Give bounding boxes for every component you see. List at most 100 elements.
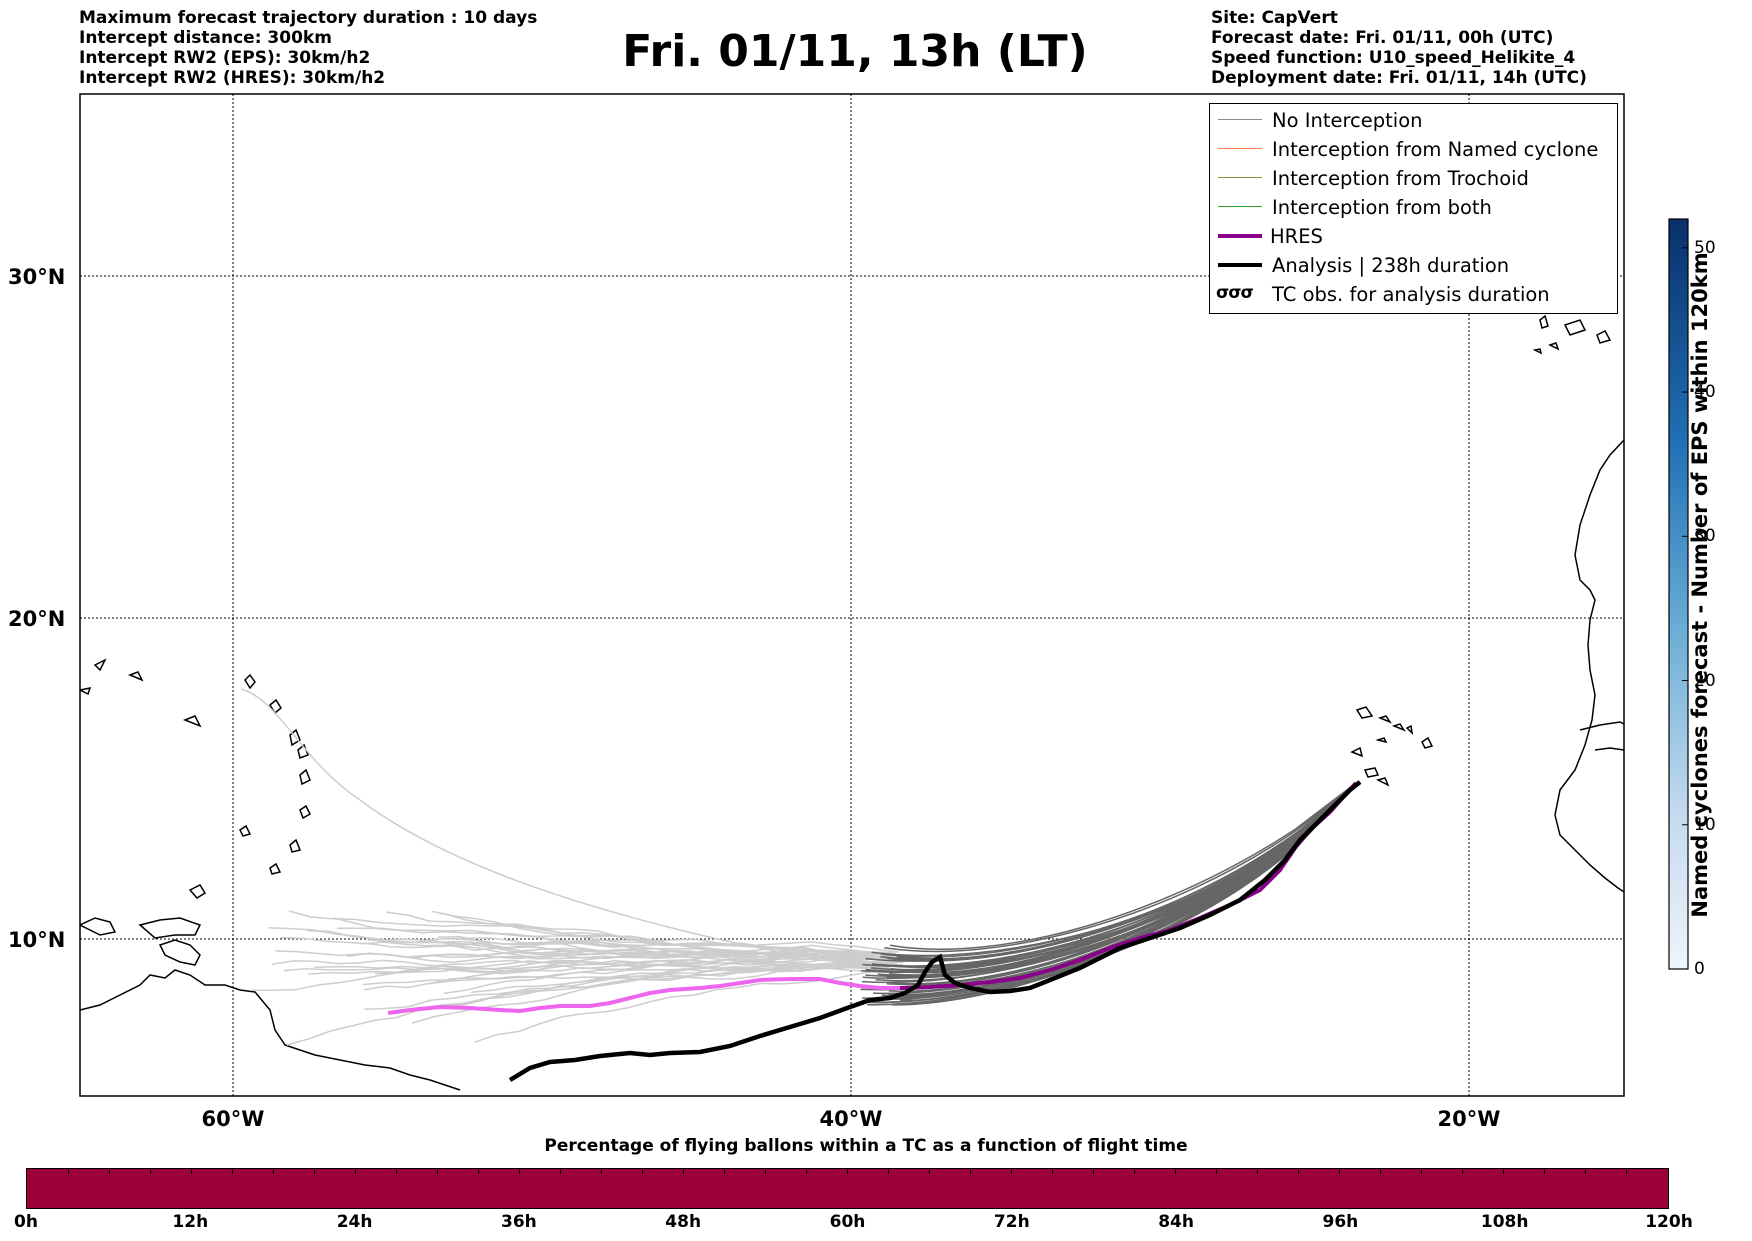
- eps-trajectory: [367, 939, 896, 959]
- header-right-info: Site: CapVert Forecast date: Fri. 01/11,…: [1211, 8, 1587, 88]
- bottom-colorbar-minor-tick: [1052, 1169, 1053, 1174]
- legend-label: Interception from both: [1272, 196, 1492, 219]
- bottom-colorbar-minor-tick: [1257, 1169, 1258, 1174]
- right-colorbar-tick-label: 0: [1694, 959, 1705, 979]
- hres-trajectory-early: [387, 977, 900, 1015]
- lon-label-40w: 40°W: [820, 1107, 883, 1131]
- header-left-info: Maximum forecast trajectory duration : 1…: [79, 8, 537, 88]
- bottom-colorbar-minor-tick: [1503, 1169, 1504, 1174]
- bottom-colorbar-minor-tick: [437, 1169, 438, 1174]
- bottom-colorbar-minor-tick: [68, 1169, 69, 1174]
- header-right-line: Forecast date: Fri. 01/11, 00h (UTC): [1211, 28, 1554, 48]
- lat-label-30: 30°N: [8, 265, 65, 289]
- right-colorbar: [1668, 218, 1689, 970]
- eps-trajectory: [887, 782, 1357, 962]
- header-left-line: Intercept RW2 (EPS): 30km/h2: [79, 48, 371, 68]
- bottom-colorbar-tick-label: 96h: [1322, 1212, 1359, 1232]
- lon-label-20w: 20°W: [1438, 1107, 1501, 1131]
- eps-trajectory: [889, 782, 1357, 950]
- bottom-colorbar-tick-label: 24h: [336, 1212, 373, 1232]
- eps-trajectory: [408, 954, 893, 965]
- legend-item-trochoid: Interception from Trochoid: [1210, 164, 1617, 193]
- bottom-colorbar-minor-tick: [478, 1169, 479, 1174]
- bottom-colorbar-tick-label: 12h: [172, 1212, 209, 1232]
- eps-trajectory: [873, 782, 1357, 995]
- legend-label: Interception from Trochoid: [1272, 167, 1529, 190]
- legend-swatch: [1218, 177, 1262, 178]
- map-legend: No Interception Interception from Named …: [1209, 103, 1618, 314]
- eps-trajectory: [363, 962, 892, 991]
- map-gridlines: [80, 94, 1624, 1096]
- legend-label: HRES: [1270, 225, 1323, 248]
- header-left-line: Intercept RW2 (HRES): 30km/h2: [79, 68, 386, 88]
- coastlines: [80, 314, 1624, 1091]
- eps-trajectories-late: [860, 782, 1357, 1006]
- legend-swatch: [1218, 148, 1262, 149]
- bottom-colorbar-minor-tick: [191, 1169, 192, 1174]
- eps-trajectory: [240, 688, 881, 966]
- eps-trajectory: [888, 782, 1357, 996]
- analysis-trajectory: [508, 780, 1362, 1082]
- bottom-colorbar-minor-tick: [724, 1169, 725, 1174]
- bottom-colorbar-minor-tick: [765, 1169, 766, 1174]
- bottom-colorbar-tick-label: 36h: [501, 1212, 537, 1232]
- eps-trajectory: [896, 782, 1357, 961]
- right-colorbar-tick-label: 30: [1694, 526, 1716, 547]
- legend-label: Analysis | 238h duration: [1272, 254, 1510, 277]
- bottom-colorbar-minor-tick: [1380, 1169, 1381, 1174]
- bottom-colorbar-minor-tick: [1134, 1169, 1135, 1174]
- right-colorbar-tick-label: 50: [1694, 237, 1716, 258]
- bottom-colorbar-tick-label: 0h: [14, 1212, 38, 1232]
- bottom-colorbar-tick-label: 108h: [1480, 1212, 1529, 1232]
- bottom-colorbar-minor-tick: [560, 1169, 561, 1174]
- legend-label: Interception from Named cyclone: [1272, 138, 1599, 161]
- legend-swatch: [1218, 234, 1262, 238]
- legend-label: No Interception: [1272, 109, 1423, 132]
- bottom-colorbar-minor-tick: [806, 1169, 807, 1174]
- legend-item-tc-obs: σσσ TC obs. for analysis duration: [1210, 280, 1617, 309]
- bottom-colorbar-minor-tick: [1298, 1169, 1299, 1174]
- bottom-colorbar-minor-tick: [273, 1169, 274, 1174]
- header-right-line: Site: CapVert: [1211, 8, 1338, 28]
- eps-trajectories-early: [240, 688, 905, 1046]
- bottom-colorbar-minor-tick: [1544, 1169, 1545, 1174]
- bottom-colorbar-tick-label: 72h: [993, 1212, 1030, 1232]
- bottom-colorbar-minor-tick: [929, 1169, 930, 1174]
- right-colorbar-tick-label: 40: [1694, 382, 1716, 403]
- bottom-colorbar-minor-tick: [1585, 1169, 1586, 1174]
- legend-swatch: [1218, 119, 1262, 120]
- bottom-colorbar-minor-tick: [519, 1169, 520, 1174]
- bottom-colorbar-minor-tick: [1011, 1169, 1012, 1174]
- bottom-colorbar-minor-tick: [970, 1169, 971, 1174]
- page-title: Fri. 01/11, 13h (LT): [622, 26, 1088, 77]
- eps-trajectory: [251, 964, 890, 992]
- bottom-colorbar-minor-tick: [1626, 1169, 1627, 1174]
- bottom-colorbar: [26, 1168, 1669, 1209]
- bottom-colorbar-minor-tick: [888, 1169, 889, 1174]
- legend-item-both: Interception from both: [1210, 193, 1617, 222]
- bottom-colorbar-tick-label: 84h: [1158, 1212, 1194, 1232]
- bottom-colorbar-tick-label: 48h: [665, 1212, 702, 1232]
- bottom-colorbar-minor-tick: [1339, 1169, 1340, 1174]
- eps-trajectory: [428, 962, 891, 985]
- bottom-colorbar-title: Percentage of flying ballons within a TC…: [544, 1136, 1188, 1156]
- legend-item-hres: HRES: [1210, 222, 1617, 251]
- eps-trajectory: [411, 965, 897, 1024]
- bottom-colorbar-minor-tick: [355, 1169, 356, 1174]
- bottom-colorbar-minor-tick: [1462, 1169, 1463, 1174]
- bottom-colorbar-tick-label: 120h: [1645, 1212, 1693, 1232]
- bottom-colorbar-minor-tick: [150, 1169, 151, 1174]
- legend-swatch: [1218, 206, 1262, 207]
- legend-item-no-interception: No Interception: [1210, 106, 1617, 135]
- bottom-colorbar-minor-tick: [1175, 1169, 1176, 1174]
- right-colorbar-tick-label: 20: [1694, 670, 1716, 691]
- bottom-colorbar-minor-tick: [601, 1169, 602, 1174]
- header-left-line: Intercept distance: 300km: [79, 28, 332, 48]
- header-right-line: Speed function: U10_speed_Helikite_4: [1211, 48, 1576, 68]
- bottom-colorbar-minor-tick: [1093, 1169, 1094, 1174]
- map-frame: [79, 93, 1625, 1097]
- right-colorbar-ticks: [1682, 247, 1688, 970]
- header-left-line: Maximum forecast trajectory duration : 1…: [79, 8, 538, 28]
- bottom-colorbar-minor-tick: [1421, 1169, 1422, 1174]
